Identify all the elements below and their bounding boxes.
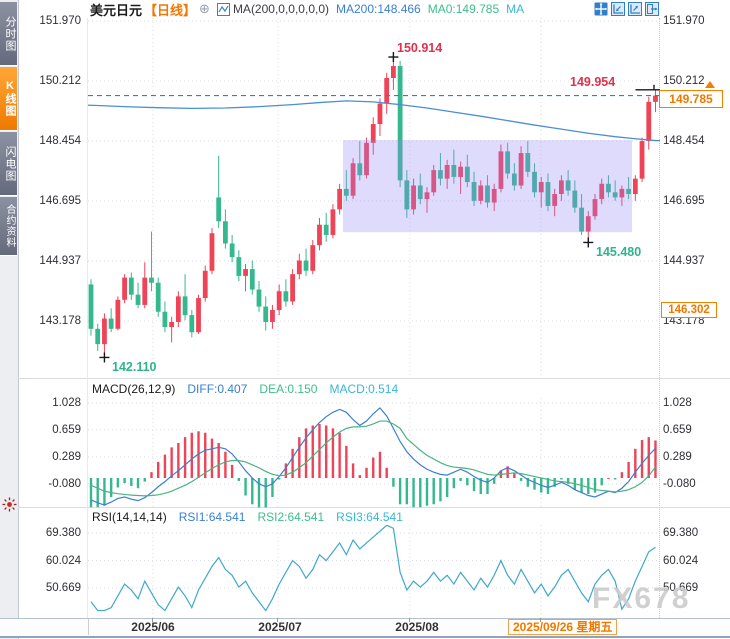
sidebar-tab-kline-chart[interactable]: K线图 [0, 67, 17, 131]
macd-dea-value: DEA:0.150 [259, 381, 318, 396]
indicator-chart-icon[interactable] [216, 2, 230, 16]
annotation-recent-high: 149.954 [570, 75, 616, 89]
axis-tick [277, 618, 278, 622]
date-axis-line [0, 618, 730, 619]
rsi-indicator-chart[interactable] [88, 525, 660, 618]
axis-label: 150.212 [39, 74, 81, 87]
sidebar-tab-contract-info[interactable]: 合约资料 [0, 197, 17, 256]
axis-label: 0.289 [663, 450, 692, 463]
chart-toolbar [594, 2, 659, 16]
axis-label: -0.080 [48, 477, 81, 490]
consolidation-box [342, 140, 632, 233]
macd-indicator-chart[interactable] [88, 398, 660, 508]
panel-separator [18, 378, 730, 379]
expand-scale-icon[interactable] [628, 2, 642, 16]
axis-label: 69.380 [663, 527, 699, 539]
axis-label: 144.937 [663, 254, 705, 267]
axis-label: 0.289 [52, 450, 81, 463]
plot-left-border [87, 18, 88, 618]
axis-label: 1.028 [663, 396, 692, 409]
date-label-august: 2025/08 [395, 620, 439, 634]
axis-label: 1.028 [52, 396, 81, 409]
axis-label: 60.024 [45, 554, 81, 567]
macd-title: MACD(26,12,9) [92, 381, 176, 396]
sidebar: 分时图 K线图 闪电图 合约资料 [0, 0, 19, 639]
pan-icon[interactable] [594, 2, 608, 16]
current-date-label: 2025/09/26 星期五 [508, 619, 618, 635]
bottom-border [0, 636, 730, 638]
axis-label: 143.178 [663, 315, 705, 327]
exit-chart-icon[interactable] [645, 2, 659, 16]
chart-header: 美元日元 【日线】 ⊕ MA(200,0,0,0,0,0) MA200:148.46… [90, 1, 525, 18]
rsi-title: RSI(14,14,14) [92, 509, 167, 524]
watermark: FX678 [592, 582, 691, 615]
panel-separator [18, 507, 730, 508]
axis-label: 60.024 [663, 554, 699, 567]
axis-label: 146.695 [663, 194, 705, 207]
axis-label: 146.695 [39, 194, 81, 207]
candlestick-plot [88, 57, 658, 358]
macd-diff-line [90, 407, 656, 506]
annotation-high: 150.914 [397, 41, 443, 55]
axis-tick [540, 618, 541, 622]
sidebar-tab-lightning-chart[interactable]: 闪电图 [0, 132, 17, 196]
rsi-line [90, 525, 656, 612]
axis-label: 50.669 [663, 582, 699, 594]
symbol-name: 美元日元 [90, 2, 143, 18]
ma200-line [88, 100, 660, 142]
current-price-arrow-icon [705, 81, 715, 88]
rsi-header: RSI(14,14,14) RSI1:64.541 RSI2:64.541 RS… [92, 509, 403, 524]
macd-dea-line [90, 420, 656, 497]
period-tag: 【日线】 [144, 2, 197, 18]
ma-settings: MA(200,0,0,0,0,0) [232, 2, 329, 16]
macd-diff-value: DIFF:0.407 [187, 381, 248, 396]
macd-header: MACD(26,12,9) DIFF:0.407 DEA:0.150 MACD:… [92, 381, 398, 396]
date-label-june: 2025/06 [131, 620, 175, 634]
ma200-value: MA200:148.466 [336, 2, 421, 16]
axis-label: 50.669 [45, 582, 81, 594]
plot-right-border [659, 18, 660, 618]
axis-label: 151.970 [39, 15, 81, 27]
axis-tick [409, 618, 410, 622]
annotation-swing-low: 145.480 [596, 245, 642, 259]
axis-label: 150.212 [663, 74, 705, 87]
axis-label: 0.659 [52, 423, 81, 436]
ma0-value: MA0:149.785 [427, 2, 500, 16]
axis-label: 148.454 [39, 134, 81, 147]
current-price-box: 149.785 [659, 90, 723, 108]
sidebar-tab-time-chart[interactable]: 分时图 [0, 2, 17, 66]
rsi2-value: RSI2:64.541 [257, 509, 325, 524]
axis-label: 0.659 [663, 423, 692, 436]
macd-value: MACD:0.514 [329, 381, 399, 396]
rsi1-value: RSI1:64.541 [178, 509, 246, 524]
ma-extra: MA [506, 2, 525, 16]
axis-tick [152, 618, 153, 622]
axis-label: 151.970 [663, 15, 705, 27]
axis-label: -0.080 [663, 477, 696, 490]
footer-separator [88, 619, 89, 635]
axis-label: 143.178 [39, 315, 81, 327]
level-price-box: 146.302 [661, 302, 717, 318]
theme-sun-icon[interactable] [2, 497, 17, 512]
axis-label: 69.380 [45, 527, 81, 539]
price-candlestick-chart[interactable] [88, 18, 660, 378]
axis-label: 148.454 [663, 134, 705, 147]
date-axis-bar: 日线 ▲ [0, 619, 730, 636]
annotation-low: 142.110 [112, 360, 157, 374]
rsi3-value: RSI3:64.541 [336, 509, 403, 524]
axis-label: 144.937 [39, 254, 81, 267]
compress-scale-icon[interactable] [611, 2, 625, 16]
add-indicator-icon[interactable]: ⊕ [199, 1, 210, 16]
date-label-july: 2025/07 [258, 620, 302, 634]
